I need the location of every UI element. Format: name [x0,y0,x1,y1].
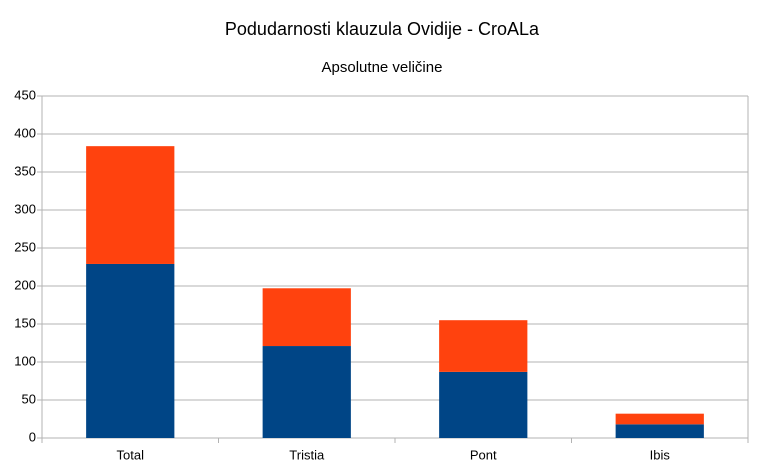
y-tick-label: 0 [29,429,36,444]
y-tick-label: 150 [14,315,36,330]
bar-segment [86,263,175,438]
chart-subtitle: Apsolutne veličine [322,59,443,76]
y-tick-label: 100 [14,353,36,368]
bar-segment [86,146,175,264]
bar-segment [615,424,704,438]
bar-segment [262,346,351,438]
x-tick-label: Pont [470,447,497,462]
y-tick-label: 350 [14,163,36,178]
bar-segment [439,371,528,438]
y-tick-label: 450 [14,87,36,102]
y-tick-label: 50 [22,391,36,406]
y-tick-label: 250 [14,239,36,254]
y-tick-label: 300 [14,201,36,216]
x-tick-label: Ibis [650,447,671,462]
x-tick-label: Tristia [289,447,325,462]
bar-segment [262,288,351,347]
x-tick-label: Total [117,447,145,462]
y-tick-label: 200 [14,277,36,292]
bar-segment [439,320,528,372]
bar-segment [615,413,704,425]
chart-title: Podudarnosti klauzula Ovidije - CroALa [225,19,540,39]
y-tick-label: 400 [14,125,36,140]
